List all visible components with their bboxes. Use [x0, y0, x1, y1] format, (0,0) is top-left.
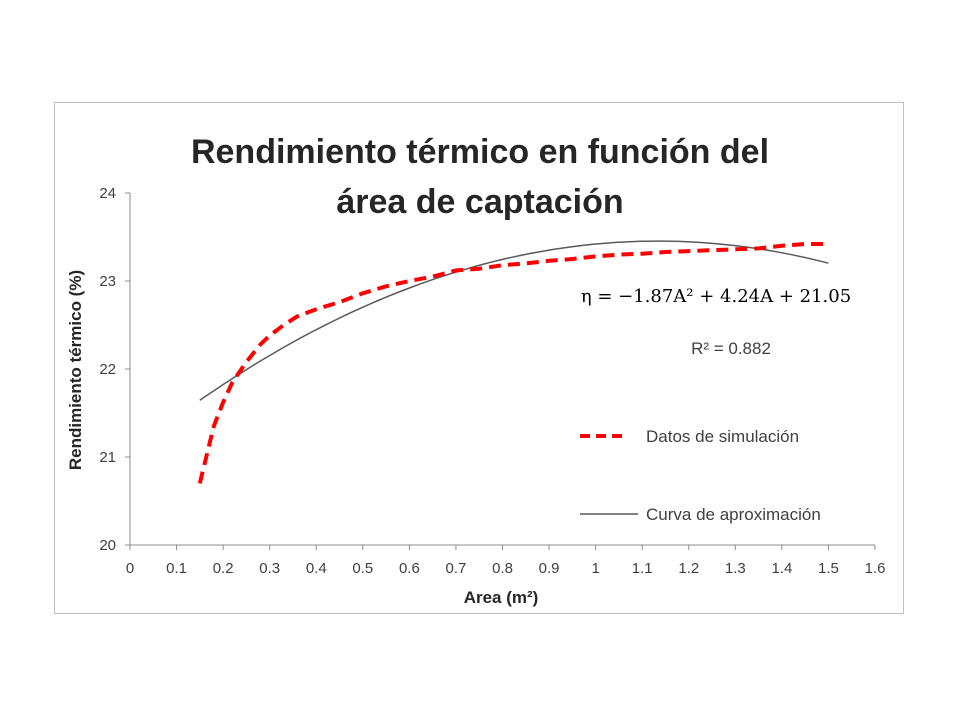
y-tick-label: 23	[99, 273, 116, 290]
x-tick-label: 0.9	[539, 560, 560, 577]
y-tick-labels: 20 21 22 23 24	[99, 185, 116, 554]
x-axis-title: Area (m²)	[464, 588, 539, 607]
x-tick-label: 1.5	[818, 560, 839, 577]
x-tick-label: 0.2	[213, 560, 234, 577]
axes	[125, 192, 876, 550]
x-tick-label: 0.5	[352, 560, 373, 577]
y-tick-label: 20	[99, 537, 116, 554]
legend-label-fit: Curva de aproximación	[646, 505, 821, 524]
series-line-simulation	[197, 242, 829, 484]
x-tick-label: 1.2	[678, 560, 699, 577]
x-tick-label: 1.3	[725, 560, 746, 577]
x-tick-label: 1	[591, 560, 599, 577]
x-tick-label: 0.1	[166, 560, 187, 577]
x-tick-labels: 0 0.1 0.2 0.3 0.4 0.5 0.6 0.7 0.8 0.9 1 1.1 1.2 1.3 1.…	[126, 560, 886, 577]
x-tick-label: 0.3	[259, 560, 280, 577]
equation-annotation: η = −1.87A² + 4.24A + 21.05	[581, 286, 851, 307]
x-tick-label: 0.7	[446, 560, 467, 577]
series-line-fit	[199, 240, 829, 401]
chart-frame	[54, 102, 904, 614]
x-tick-label: 0.4	[306, 560, 327, 577]
x-tick-label: 1.1	[632, 560, 653, 577]
x-tick-label: 1.6	[865, 560, 886, 577]
r-squared-annotation: R² = 0.882	[691, 339, 771, 358]
legend-label-simulation: Datos de simulación	[646, 427, 799, 446]
chart-title-line-2: área de captación	[336, 183, 623, 221]
x-tick-label: 0.6	[399, 560, 420, 577]
y-tick-label: 21	[99, 449, 116, 466]
x-tick-label: 0	[126, 560, 134, 577]
y-tick-label: 22	[99, 361, 116, 378]
x-tick-label: 0.8	[492, 560, 513, 577]
y-tick-label: 24	[99, 185, 116, 202]
x-tick-label: 1.4	[771, 560, 792, 577]
chart-title-line-1: Rendimiento térmico en función del	[191, 133, 769, 171]
series-layer	[197, 240, 829, 484]
y-axis-title: Rendimiento térmico (%)	[66, 270, 85, 470]
